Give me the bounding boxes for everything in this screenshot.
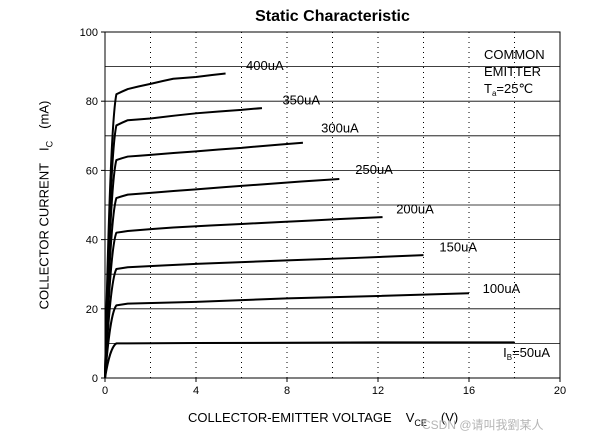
watermark: CSDN @请叫我劉某人: [422, 418, 544, 432]
x-axis-label-main: COLLECTOR-EMITTER VOLTAGE: [188, 410, 392, 425]
series-line: [104, 72, 226, 379]
series-line: [104, 341, 515, 379]
y-tick-label: 20: [86, 304, 98, 316]
series-label: 100uA: [483, 281, 521, 296]
annotation-value: =25℃: [496, 81, 534, 96]
chart-title: Static Characteristic: [255, 8, 410, 25]
x-axis-label: COLLECTOR-EMITTER VOLTAGE VCE (V): [188, 410, 459, 428]
series-line: [104, 216, 383, 379]
series-label: 350uA: [282, 93, 320, 108]
y-axis-label-main: COLLECTOR CURRENT: [36, 162, 52, 310]
y-tick-label: 0: [92, 373, 98, 385]
x-tick-label: 4: [193, 385, 199, 397]
x-tick-label: 20: [554, 385, 566, 397]
series-line: [104, 107, 263, 379]
x-axis-label-unit: (V): [440, 410, 459, 425]
y-axis-label-symbol: I: [36, 147, 52, 151]
series-line: [104, 292, 470, 379]
x-tick-label: 8: [284, 385, 290, 397]
x-tick-label: 12: [372, 385, 384, 397]
series-label: 200uA: [396, 202, 434, 217]
y-tick-label: 100: [80, 27, 98, 39]
series-line: [104, 141, 304, 379]
y-axis-label-symbol-sub: C: [44, 140, 55, 148]
x-tick-label: 0: [102, 385, 108, 397]
plot-frame: [104, 31, 561, 379]
annotation-symbol-sub: a: [491, 89, 497, 98]
annotation-line-1: COMMON: [484, 47, 545, 62]
condition-annotation: COMMON EMITTER Ta=25℃: [484, 46, 545, 99]
x-axis-label-symbol-sub: CE: [414, 418, 427, 428]
series-line: [104, 254, 424, 379]
series-label: 300uA: [321, 120, 359, 135]
series-label: IB=50uA: [503, 345, 550, 362]
annotation-symbol: T: [484, 81, 492, 96]
annotation-line-2: EMITTER: [484, 64, 542, 79]
series-label: 400uA: [246, 58, 284, 73]
series-line: [104, 178, 340, 379]
y-tick-label: 40: [86, 235, 98, 247]
annotation-line-3: Ta=25℃: [484, 80, 545, 99]
x-axis-label-symbol: V: [405, 410, 415, 425]
series-label: 150uA: [439, 240, 477, 255]
y-axis-label-unit: (mA): [36, 100, 52, 129]
y-tick-label: 60: [86, 165, 98, 177]
y-tick-label: 80: [86, 96, 98, 108]
series-label: 250uA: [355, 162, 393, 177]
x-tick-label: 16: [463, 385, 475, 397]
